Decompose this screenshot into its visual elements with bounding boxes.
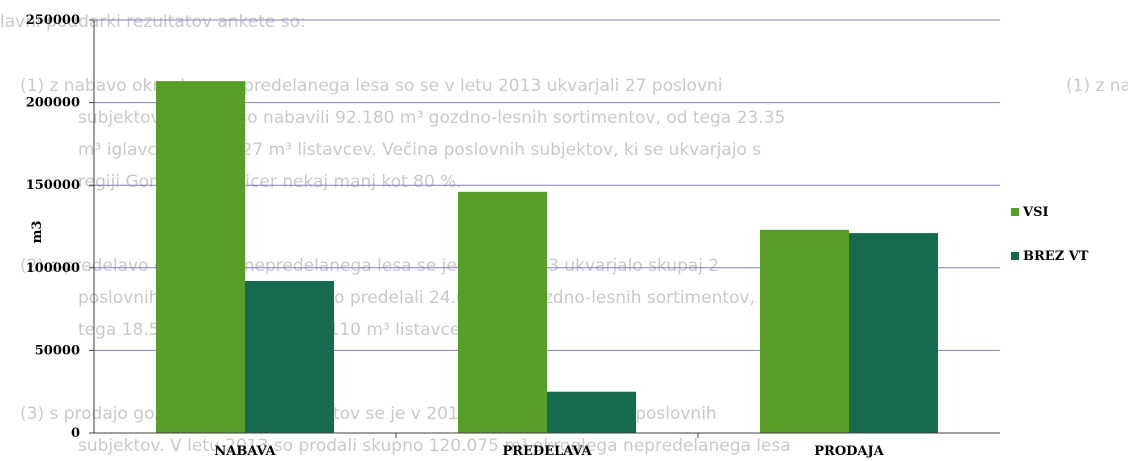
background-text-line: (1) z nabavo okroglega nepredelanega les… [1066, 76, 1128, 96]
x-category-label: PREDELAVA [502, 444, 592, 459]
y-tick-label: 200000 [26, 96, 80, 111]
bar-vsi-predelava [458, 191, 547, 433]
background-text-line: subjektov. V letu 2013 so prodali skupno… [78, 436, 791, 456]
x-category-label: NABAVA [214, 444, 276, 459]
bar-brez-vt-nabava [245, 281, 334, 433]
background-text-line: subjektov. Skupno so nabavili 92.180 m³ … [78, 108, 786, 128]
background-text-line: m³ iglavcev in 63.927 m³ listavcev. Veči… [78, 140, 762, 160]
y-tick-label: 250000 [26, 13, 80, 28]
y-tick-labels: 0 50000 100000 150000 200000 250000 [26, 13, 80, 441]
legend-label: VSI [1022, 205, 1049, 220]
bar-vsi-prodaja [760, 229, 849, 433]
axes [89, 19, 1000, 438]
x-category-label: PRODAJA [814, 444, 884, 459]
y-tick-label: 150000 [26, 178, 80, 193]
legend-label: BREZ VT [1023, 249, 1089, 264]
bars [156, 81, 938, 434]
y-tick-label: 100000 [26, 261, 80, 276]
legend: VSI BREZ VT [1011, 205, 1089, 264]
bar-vsi-nabava [156, 81, 245, 434]
x-category-labels: NABAVA PREDELAVA PRODAJA [214, 444, 884, 459]
y-axis-label: m3 [30, 221, 45, 244]
legend-swatch [1011, 208, 1019, 216]
background-text-line: lavni poudarki rezultatov ankete so: [0, 12, 306, 32]
y-tick-label: 50000 [35, 343, 80, 358]
bar-brez-vt-predelava [547, 391, 636, 433]
legend-swatch [1011, 252, 1019, 260]
y-tick-label: 0 [71, 426, 80, 441]
bar-brez-vt-prodaja [849, 233, 938, 433]
